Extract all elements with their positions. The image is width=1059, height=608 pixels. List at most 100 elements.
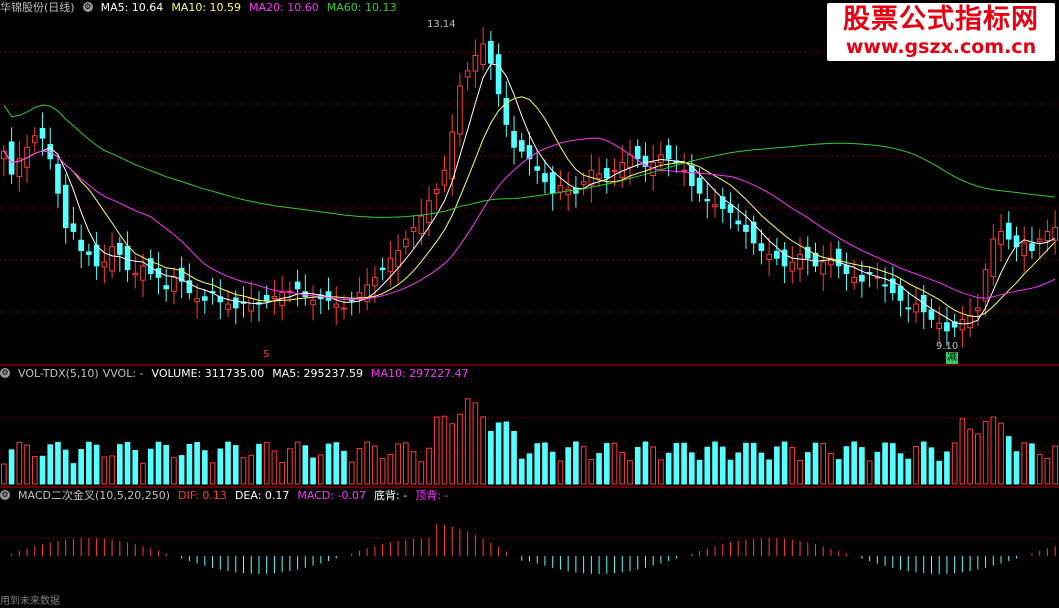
candle-body bbox=[665, 145, 672, 160]
volume-bar bbox=[781, 441, 788, 485]
candle-body bbox=[16, 158, 23, 177]
candle-body bbox=[565, 188, 571, 196]
main-panel-info-bar: 华锦股份(日线) ⚙ MA5: 10.64 MA10: 10.59 MA20: 10.6… bbox=[0, 0, 404, 15]
volume-indicator-title[interactable]: VOL-TDX(5,10) bbox=[18, 367, 99, 380]
volume-bar bbox=[766, 459, 772, 485]
candle-body bbox=[704, 199, 711, 202]
volume-bar bbox=[403, 442, 409, 485]
macd-panel-info-bar: ⚙ MACD二次金叉(10,5,20,250) DIF: 0.13 DEA: 0.17… bbox=[0, 488, 456, 503]
volume-bar bbox=[480, 416, 486, 485]
low-price-marker: 9.10 bbox=[936, 341, 959, 352]
candle-body bbox=[611, 169, 618, 172]
candle-body bbox=[658, 154, 664, 164]
candle-body bbox=[364, 284, 370, 303]
ma60-label: MA60: 10.13 bbox=[326, 1, 397, 14]
candle-body bbox=[1, 150, 7, 160]
candle-body bbox=[982, 269, 989, 302]
volume-bar bbox=[913, 446, 919, 485]
candle-body bbox=[171, 276, 177, 293]
volume-bar bbox=[1005, 436, 1012, 485]
candle-body bbox=[1029, 243, 1035, 252]
volume-bar bbox=[882, 442, 888, 485]
candle-body bbox=[395, 250, 401, 268]
volume-bars[interactable] bbox=[1, 398, 1058, 485]
volume-bar bbox=[936, 460, 943, 485]
volume-bar bbox=[596, 453, 602, 485]
volume-bar bbox=[812, 442, 819, 485]
gear-icon[interactable]: ⚙ bbox=[0, 490, 10, 500]
volume-panel-info-bar: ⚙ VOL-TDX(5,10) VVOL: - VOLUME: 311735.00 MA… bbox=[0, 366, 477, 381]
volume-bar bbox=[287, 448, 293, 485]
volume-bar bbox=[557, 460, 564, 485]
candle-body bbox=[689, 165, 695, 187]
volume-bar bbox=[998, 422, 1004, 485]
macd-indicator-title[interactable]: MACD二次金叉(10,5,20,250) bbox=[18, 489, 171, 502]
volume-bar bbox=[843, 446, 850, 485]
candle-body bbox=[557, 185, 564, 193]
candle-body bbox=[851, 276, 857, 284]
volume-bar bbox=[93, 444, 100, 485]
volume-bar bbox=[542, 442, 548, 485]
candle-body bbox=[727, 204, 734, 213]
volume-bar bbox=[967, 428, 973, 485]
volume-bar bbox=[348, 461, 355, 485]
macd-histogram[interactable] bbox=[4, 523, 1056, 574]
candle-body bbox=[124, 245, 131, 271]
gear-icon[interactable]: ⚙ bbox=[82, 2, 93, 12]
candle-body bbox=[457, 85, 463, 135]
volume-bar bbox=[804, 452, 811, 485]
candle-body bbox=[294, 281, 301, 290]
volume-bar bbox=[24, 444, 30, 485]
candle-body bbox=[905, 307, 912, 310]
volume-bar bbox=[232, 445, 239, 485]
volume-bar bbox=[1021, 442, 1028, 485]
volume-bar bbox=[727, 459, 734, 485]
candle-body bbox=[797, 253, 803, 270]
volume-bar bbox=[472, 402, 479, 485]
volume-bar bbox=[526, 453, 533, 485]
volume-bar bbox=[194, 442, 200, 485]
gear-icon[interactable]: ⚙ bbox=[0, 368, 10, 378]
volume-bar bbox=[488, 430, 494, 485]
candle-body bbox=[101, 261, 108, 268]
candle-body bbox=[464, 70, 471, 78]
volume-bar bbox=[47, 444, 54, 485]
volume-bar bbox=[495, 422, 502, 485]
volume-bar bbox=[820, 443, 827, 485]
candle-body bbox=[55, 163, 61, 194]
future-data-note: 用到未来数据 bbox=[0, 596, 60, 607]
volume-bar bbox=[874, 451, 881, 485]
ma10-label: MA10: 10.59 bbox=[171, 1, 242, 14]
volume-bar bbox=[325, 443, 332, 485]
candle-body bbox=[503, 97, 510, 125]
volume-bar bbox=[225, 441, 231, 485]
candle-body bbox=[820, 261, 827, 275]
volume-bar bbox=[410, 451, 417, 485]
volume-bar bbox=[62, 449, 69, 485]
volume-bar bbox=[217, 448, 224, 485]
volume-bar bbox=[859, 447, 865, 485]
candle-body bbox=[882, 284, 888, 287]
candle-body bbox=[310, 299, 316, 306]
candle-body bbox=[418, 215, 425, 234]
volume-bar bbox=[433, 416, 440, 485]
stock-title[interactable]: 华锦股份(日线) bbox=[0, 1, 75, 14]
candle-body bbox=[835, 248, 842, 267]
panel-separators bbox=[0, 364, 1059, 488]
candlesticks[interactable] bbox=[1, 27, 1058, 348]
dibei-label: 底背: - bbox=[374, 489, 408, 502]
candle-body bbox=[132, 273, 139, 276]
candle-body bbox=[681, 169, 687, 172]
candle-body bbox=[990, 238, 997, 277]
candle-body bbox=[31, 135, 38, 144]
candle-body bbox=[735, 220, 742, 225]
candle-body bbox=[441, 169, 448, 186]
candle-body bbox=[495, 54, 502, 95]
volume-bar bbox=[503, 421, 510, 485]
candle-body bbox=[178, 267, 185, 282]
high-price-marker: 13.14 bbox=[427, 19, 456, 30]
ma20-label: MA20: 10.60 bbox=[249, 1, 319, 14]
candle-body bbox=[526, 145, 533, 160]
candle-body bbox=[758, 243, 765, 252]
